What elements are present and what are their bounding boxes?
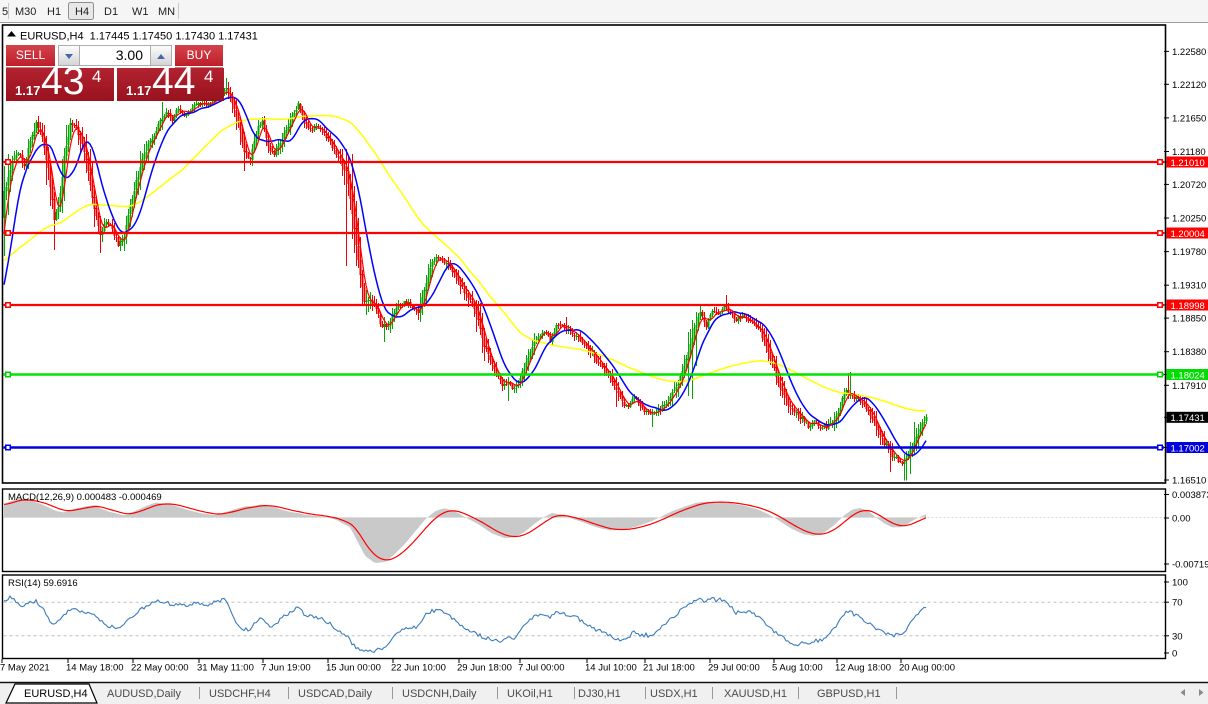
svg-text:1.21180: 1.21180 <box>1172 147 1206 158</box>
svg-text:USDX,H1: USDX,H1 <box>650 688 698 700</box>
svg-text:1.17910: 1.17910 <box>1172 381 1206 392</box>
svg-text:RSI(14) 59.6916: RSI(14) 59.6916 <box>8 578 78 589</box>
svg-text:7 Jun 19:00: 7 Jun 19:00 <box>261 663 311 674</box>
svg-text:5: 5 <box>2 6 8 18</box>
svg-text:0.003873: 0.003873 <box>1172 490 1208 501</box>
svg-text:1.21010: 1.21010 <box>1171 158 1205 169</box>
svg-text:1.16510: 1.16510 <box>1172 476 1206 487</box>
svg-text:XAUUSD,H1: XAUUSD,H1 <box>724 688 787 700</box>
svg-text:DJ30,H1: DJ30,H1 <box>578 688 621 700</box>
svg-text:21 Jul 18:00: 21 Jul 18:00 <box>643 663 695 674</box>
svg-text:29 Jun 18:00: 29 Jun 18:00 <box>457 663 512 674</box>
svg-text:5 Aug 10:00: 5 Aug 10:00 <box>772 663 823 674</box>
svg-text:USDCAD,Daily: USDCAD,Daily <box>298 688 372 700</box>
svg-text:USDCNH,Daily: USDCNH,Daily <box>402 688 477 700</box>
svg-text:14 May 18:00: 14 May 18:00 <box>66 663 124 674</box>
svg-text:100: 100 <box>1172 578 1188 589</box>
svg-text:29 Jul 00:00: 29 Jul 00:00 <box>708 663 760 674</box>
svg-text:22 May 00:00: 22 May 00:00 <box>131 663 189 674</box>
svg-text:1.18380: 1.18380 <box>1172 347 1206 358</box>
svg-text:7 Jul 00:00: 7 Jul 00:00 <box>518 663 564 674</box>
svg-text:1.17002: 1.17002 <box>1171 443 1205 454</box>
svg-text:1.18998: 1.18998 <box>1171 301 1205 312</box>
svg-text:1.20720: 1.20720 <box>1172 180 1206 191</box>
svg-text:70: 70 <box>1172 598 1183 609</box>
svg-text:1.18850: 1.18850 <box>1172 314 1206 325</box>
svg-text:15 Jun 00:00: 15 Jun 00:00 <box>326 663 381 674</box>
svg-text:1.19780: 1.19780 <box>1172 247 1206 258</box>
svg-text:W1: W1 <box>132 6 149 18</box>
svg-text:1.21650: 1.21650 <box>1172 113 1206 124</box>
svg-text:22 Jun 10:00: 22 Jun 10:00 <box>391 663 446 674</box>
svg-text:1.19310: 1.19310 <box>1172 281 1206 292</box>
svg-text:D1: D1 <box>104 6 118 18</box>
svg-text:1.17431: 1.17431 <box>1171 413 1205 424</box>
svg-text:0: 0 <box>1172 649 1177 660</box>
svg-text:12 Aug 18:00: 12 Aug 18:00 <box>835 663 891 674</box>
svg-text:MN: MN <box>158 6 175 18</box>
svg-text:M30: M30 <box>15 6 36 18</box>
svg-text:14 Jul 10:00: 14 Jul 10:00 <box>585 663 637 674</box>
svg-text:EURUSD,H4 1.17445 1.17450 1.1: EURUSD,H4 1.17445 1.17450 1.17430 1.1743… <box>20 31 258 43</box>
svg-text:H1: H1 <box>47 6 61 18</box>
svg-text:30: 30 <box>1172 631 1183 642</box>
svg-text:EURUSD,H4: EURUSD,H4 <box>24 688 88 700</box>
svg-text:H4: H4 <box>75 6 89 18</box>
svg-text:20 Aug 00:00: 20 Aug 00:00 <box>899 663 955 674</box>
svg-text:UKOil,H1: UKOil,H1 <box>507 688 553 700</box>
svg-text:GBPUSD,H1: GBPUSD,H1 <box>817 688 881 700</box>
svg-text:AUDUSD,Daily: AUDUSD,Daily <box>107 688 181 700</box>
svg-text:7 May 2021: 7 May 2021 <box>0 663 50 674</box>
svg-text:USDCHF,H4: USDCHF,H4 <box>209 688 271 700</box>
svg-text:MACD(12,26,9) 0.000483 -0.0004: MACD(12,26,9) 0.000483 -0.000469 <box>8 492 162 503</box>
svg-text:1.22120: 1.22120 <box>1172 80 1206 91</box>
svg-text:-0.007195: -0.007195 <box>1172 560 1208 571</box>
svg-text:1.22580: 1.22580 <box>1172 47 1206 58</box>
svg-text:1.18024: 1.18024 <box>1171 370 1205 381</box>
svg-text:0.00: 0.00 <box>1172 514 1191 525</box>
svg-text:31 May 11:00: 31 May 11:00 <box>197 663 254 674</box>
svg-text:1.20250: 1.20250 <box>1172 214 1206 225</box>
svg-text:1.20004: 1.20004 <box>1171 229 1205 240</box>
